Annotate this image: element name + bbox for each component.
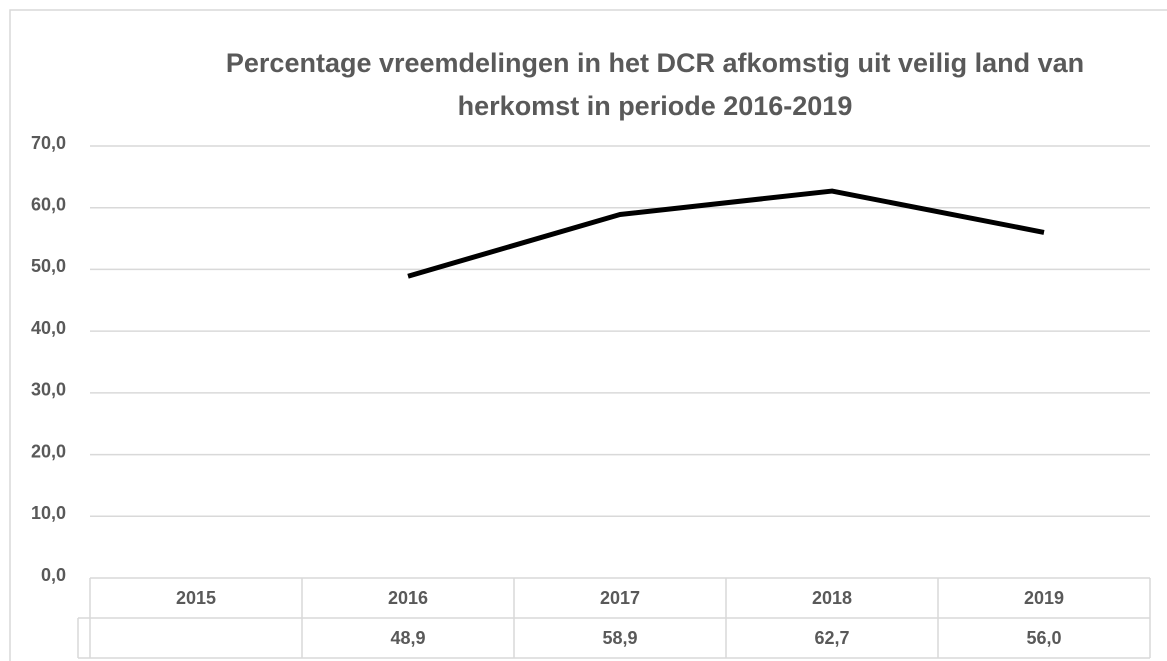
y-tick-label: 0,0	[41, 565, 66, 585]
y-tick-label: 50,0	[31, 256, 66, 276]
y-tick-label: 60,0	[31, 194, 66, 214]
y-tick-label: 10,0	[31, 503, 66, 523]
y-tick-label: 20,0	[31, 441, 66, 461]
table-value: 56,0	[1026, 628, 1061, 648]
x-tick-label: 2015	[176, 588, 216, 608]
table-value: 58,9	[602, 628, 637, 648]
x-tick-label: 2018	[812, 588, 852, 608]
y-tick-label: 40,0	[31, 318, 66, 338]
y-tick-label: 30,0	[31, 380, 66, 400]
table-value: 62,7	[814, 628, 849, 648]
x-tick-label: 2017	[600, 588, 640, 608]
y-tick-label: 70,0	[31, 133, 66, 153]
line-series	[407, 188, 1045, 279]
chart-border	[9, 9, 1167, 661]
x-tick-label: 2016	[388, 588, 428, 608]
x-tick-label: 2019	[1024, 588, 1064, 608]
table-value: 48,9	[390, 628, 425, 648]
chart-title: Percentage vreemdelingen in het DCR afko…	[225, 48, 1085, 121]
